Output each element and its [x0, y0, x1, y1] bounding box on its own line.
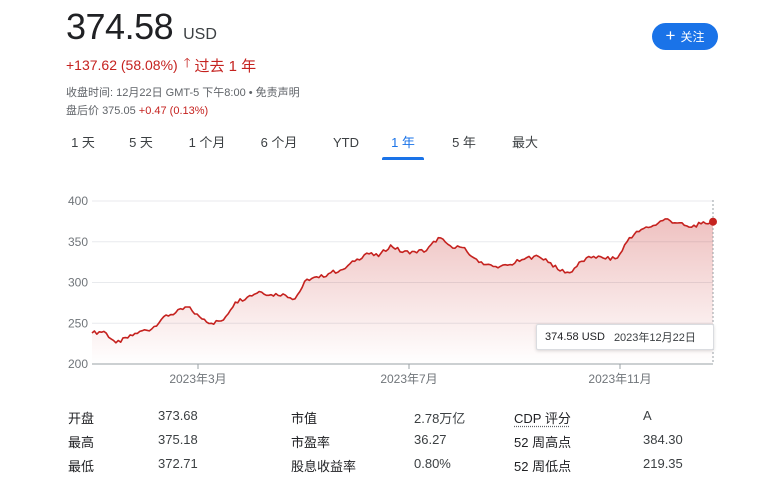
stats-row: 最低 372.71 股息收益率 0.80% 52 周低点 219.35	[68, 456, 748, 478]
after-hours-change: +0.47 (0.13%)	[138, 105, 209, 117]
stat-value: 219.35	[643, 456, 683, 471]
stats-row: 最高 375.18 市盈率 36.27 52 周高点 384.30	[68, 432, 748, 454]
stat-label: 股息收益率	[291, 459, 357, 474]
x-tick-label: 2023年7月	[380, 372, 437, 386]
tab-5-day[interactable]: 5 天	[129, 135, 153, 150]
price-row: 374.58 USD	[66, 6, 217, 48]
stat-value: 372.71	[158, 456, 198, 471]
stat-label: 最低	[68, 459, 95, 474]
stat-label: 52 周高点	[514, 435, 572, 450]
after-hours-label: 盘后价	[66, 105, 99, 117]
stat-value: 384.30	[643, 432, 683, 447]
stat-label: 52 周低点	[514, 459, 572, 474]
tab-1-year[interactable]: 1 年	[382, 128, 424, 160]
current-price: 374.58	[66, 6, 174, 47]
stats-row: 开盘 373.68 市值 2.78万亿 CDP 评分 A	[68, 408, 748, 430]
price-line	[91, 218, 714, 344]
y-tick-label: 250	[68, 316, 88, 330]
y-tick-label: 400	[68, 194, 88, 208]
tab-6-month[interactable]: 6 个月	[260, 135, 298, 150]
stat-value: 375.18	[158, 432, 198, 447]
y-tick-label: 300	[68, 276, 88, 290]
after-hours-price: 375.05	[102, 105, 136, 117]
tab-max[interactable]: 最大	[511, 135, 538, 150]
stat-label: 开盘	[68, 411, 95, 426]
tooltip-price: 374.58 USD	[545, 331, 605, 343]
price-change-row: +137.62 (58.08%) 🡑 过去 1 年	[66, 54, 256, 76]
follow-button[interactable]: + 关注	[652, 23, 718, 50]
tab-ytd[interactable]: YTD	[333, 135, 359, 150]
after-hours-info: 盘后价 375.05 +0.47 (0.13%)	[66, 102, 208, 118]
tab-1-month[interactable]: 1 个月	[188, 135, 226, 150]
stat-value: 2.78万亿	[414, 411, 466, 426]
stat-label-cdp[interactable]: CDP 评分	[514, 411, 571, 426]
currency-label: USD	[183, 26, 217, 43]
stat-value: 36.27	[414, 432, 447, 447]
follow-button-label: 关注	[680, 30, 705, 44]
y-tick-label: 200	[68, 357, 88, 371]
tab-1-day[interactable]: 1 天	[71, 135, 95, 150]
stat-label: 市盈率	[291, 435, 331, 450]
stat-value: 0.80%	[414, 456, 451, 471]
tooltip-date: 2023年12月22日	[613, 332, 696, 344]
stat-value: A	[643, 408, 652, 423]
arrow-up-icon: 🡑	[183, 55, 191, 70]
chart-tooltip: 374.58 USD 2023年12月22日	[536, 324, 714, 350]
close-info: 收盘时间: 12月22日 GMT-5 下午8:00 • 免责声明	[66, 87, 300, 99]
x-tick-label: 2023年11月	[588, 372, 651, 386]
plus-icon: +	[665, 26, 676, 45]
hover-point	[709, 217, 717, 226]
price-change: +137.62 (58.08%)	[66, 57, 178, 73]
change-period: 过去 1 年	[194, 57, 257, 75]
price-chart[interactable]: 400 350 300 250 200 2023年3月 2023年7月 2023年11月	[0, 190, 778, 390]
tab-5-year[interactable]: 5 年	[452, 135, 476, 150]
x-tick-label: 2023年3月	[169, 372, 226, 386]
stat-label: 最高	[68, 435, 95, 450]
price-chart-svg: 400 350 300 250 200 2023年3月 2023年7月 2023年11月	[68, 194, 717, 386]
stat-value: 373.68	[158, 408, 198, 423]
y-tick-label: 350	[68, 235, 88, 249]
stat-label: 市值	[291, 411, 318, 426]
